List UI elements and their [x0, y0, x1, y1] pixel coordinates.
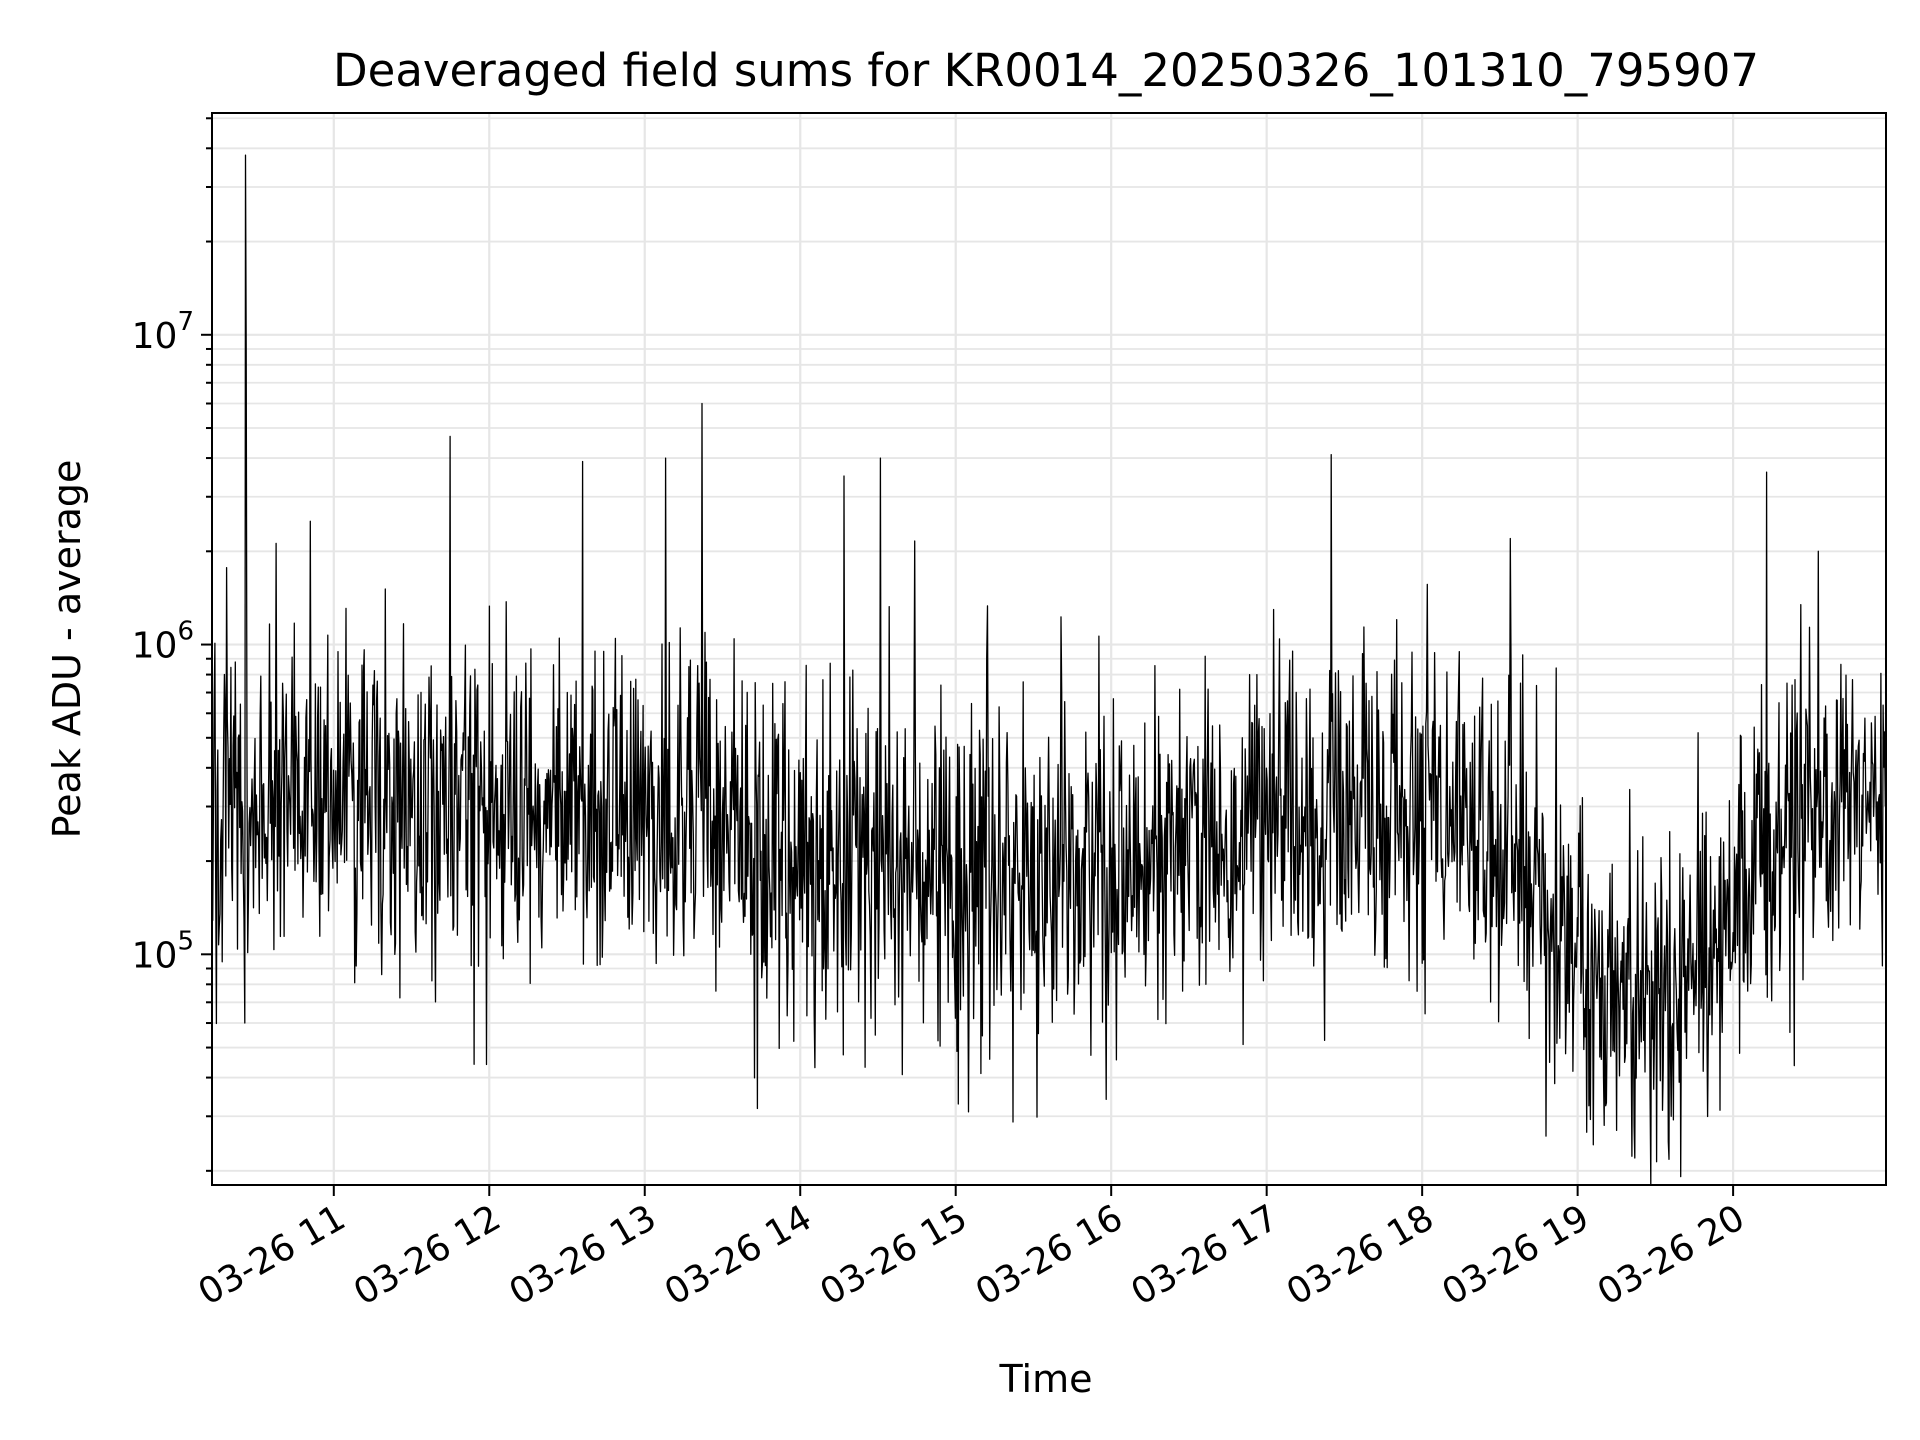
y-tick-exponent: 5: [177, 926, 194, 956]
y-tick-base: 10: [132, 935, 178, 976]
chart-title: Deaveraged field sums for KR0014_2025032…: [333, 44, 1759, 97]
plot-frame: [211, 112, 1887, 1186]
y-tick-base: 10: [132, 316, 178, 357]
y-tick-label: 105: [132, 926, 194, 976]
y-tick-exponent: 7: [177, 307, 194, 337]
y-tick-exponent: 6: [177, 617, 194, 647]
plot-area: [212, 154, 1886, 1185]
y-tick-base: 10: [132, 626, 178, 667]
y-tick-label: 107: [132, 307, 194, 357]
series-container: [212, 154, 1886, 1185]
y-axis-label: Peak ADU - average: [45, 460, 89, 839]
series-line: [212, 154, 1886, 1185]
y-tick-label: 106: [132, 617, 194, 667]
x-axis-label: Time: [999, 1357, 1093, 1401]
